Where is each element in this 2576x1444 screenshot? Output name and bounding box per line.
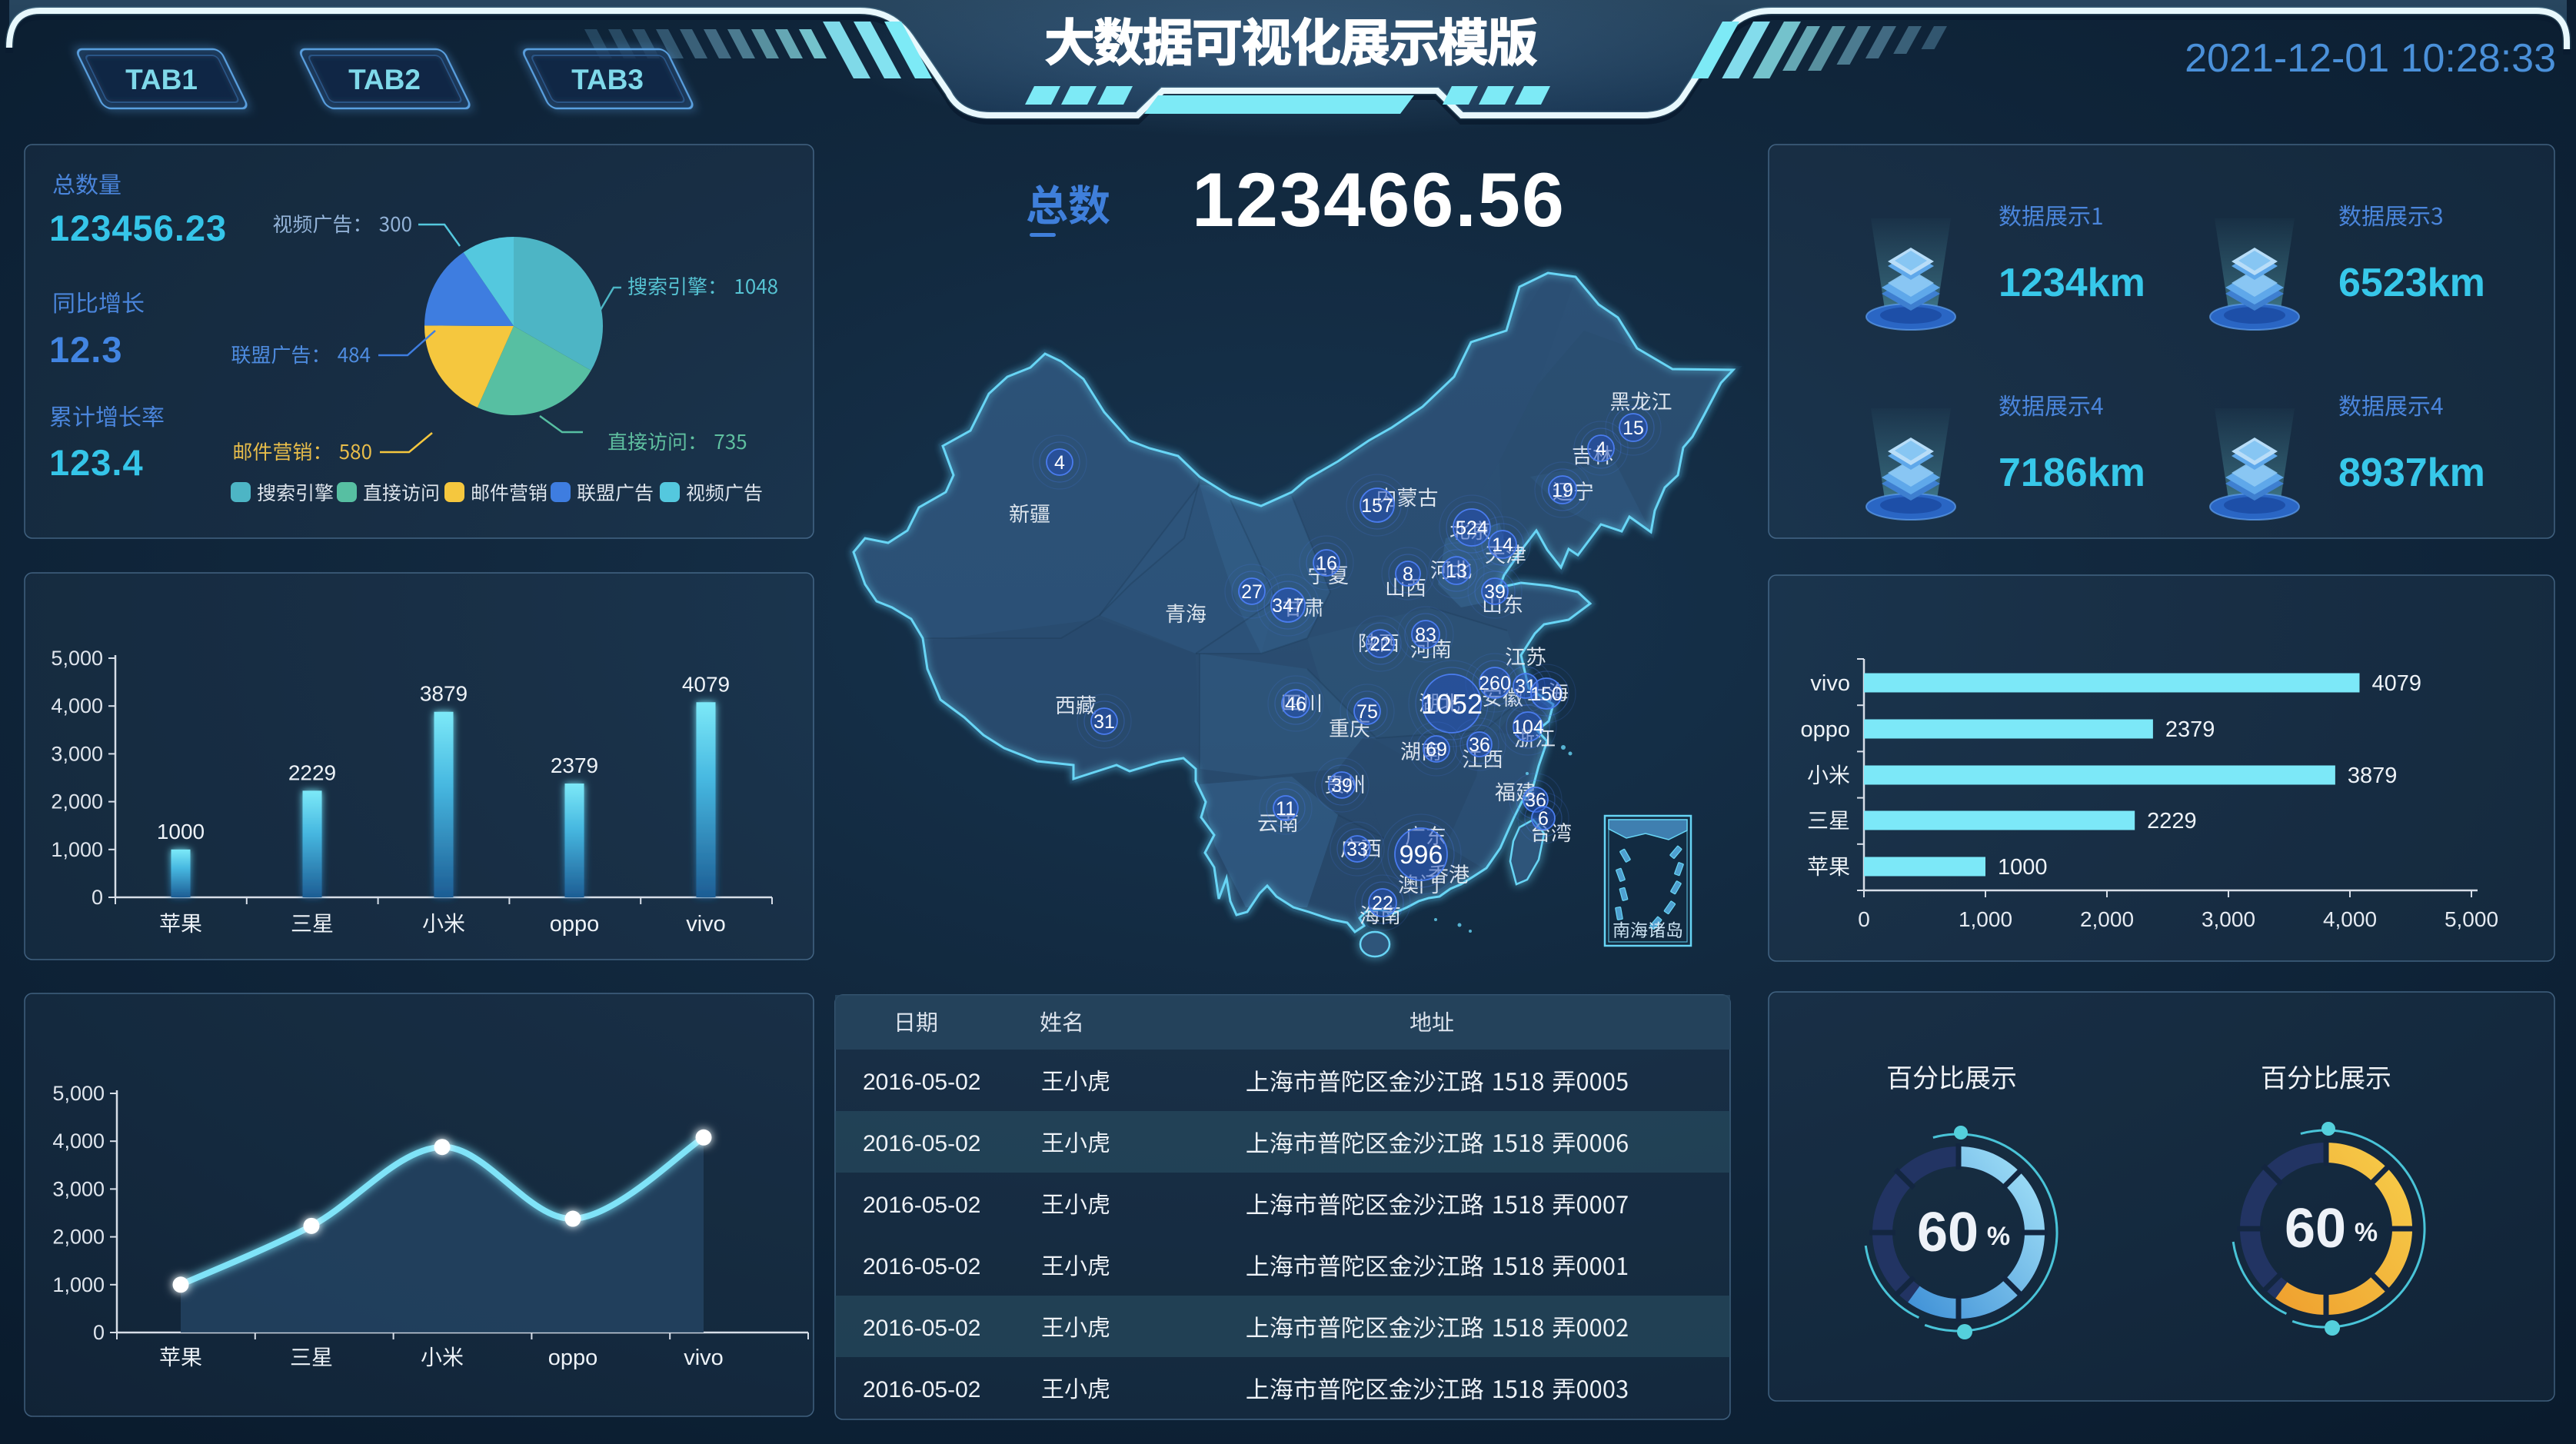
svg-text:31: 31: [1093, 711, 1115, 733]
svg-text:60: 60: [2285, 1198, 2346, 1259]
svg-text:vivo: vivo: [686, 912, 726, 937]
svg-text:2379: 2379: [2165, 717, 2215, 742]
svg-text:150: 150: [1530, 684, 1563, 705]
svg-text:6523km: 6523km: [2338, 261, 2485, 305]
svg-text:0: 0: [93, 1321, 105, 1344]
svg-text:1234km: 1234km: [1999, 261, 2145, 305]
svg-text:524: 524: [1456, 517, 1488, 539]
svg-text:260: 260: [1479, 673, 1511, 694]
svg-text:4079: 4079: [2371, 671, 2421, 696]
svg-text:6: 6: [1538, 808, 1549, 830]
svg-text:1052: 1052: [1421, 688, 1483, 720]
svg-text:oppo: oppo: [548, 1346, 598, 1370]
svg-text:36: 36: [1469, 734, 1490, 756]
svg-text:16: 16: [1316, 553, 1337, 574]
svg-text:22: 22: [1372, 893, 1393, 914]
svg-text:5,000: 5,000: [51, 647, 103, 670]
svg-text:2229: 2229: [2147, 809, 2197, 833]
svg-text:13: 13: [1446, 561, 1467, 582]
svg-text:4,000: 4,000: [2323, 907, 2377, 931]
svg-text:1000: 1000: [1998, 855, 2048, 880]
svg-text:39: 39: [1331, 775, 1353, 797]
svg-text:TAB2: TAB2: [348, 64, 421, 95]
svg-text:2,000: 2,000: [2080, 907, 2134, 931]
svg-text:3879: 3879: [420, 682, 468, 706]
svg-text:2016-05-02: 2016-05-02: [863, 1193, 980, 1218]
svg-text:2016-05-02: 2016-05-02: [863, 1131, 980, 1156]
svg-text:75: 75: [1356, 701, 1378, 723]
svg-text:TAB1: TAB1: [125, 64, 198, 95]
svg-text:83: 83: [1415, 624, 1436, 646]
svg-text:2,000: 2,000: [51, 790, 103, 813]
svg-text:2379: 2379: [551, 754, 598, 777]
svg-text:4,000: 4,000: [51, 694, 103, 717]
svg-text:123466.56: 123466.56: [1192, 157, 1566, 242]
svg-text:2016-05-02: 2016-05-02: [863, 1254, 980, 1279]
svg-text:33: 33: [1346, 839, 1368, 860]
svg-text:3,000: 3,000: [52, 1177, 105, 1200]
svg-text:0: 0: [92, 886, 103, 909]
svg-text:8937km: 8937km: [2338, 451, 2485, 495]
svg-text:1000: 1000: [157, 820, 205, 843]
svg-text:22: 22: [1370, 634, 1391, 655]
svg-text:157: 157: [1361, 495, 1393, 517]
svg-text:%: %: [2355, 1218, 2378, 1247]
svg-text:2,000: 2,000: [52, 1226, 105, 1249]
svg-text:14: 14: [1492, 534, 1513, 556]
svg-text:2021-12-01 10:28:33: 2021-12-01 10:28:33: [2185, 36, 2556, 81]
svg-text:4,000: 4,000: [52, 1130, 105, 1153]
svg-text:oppo: oppo: [1800, 717, 1850, 742]
svg-text:5,000: 5,000: [52, 1082, 105, 1105]
svg-text:oppo: oppo: [550, 912, 600, 937]
svg-text:3879: 3879: [2348, 764, 2398, 788]
svg-text:4079: 4079: [682, 672, 730, 696]
svg-text:1,000: 1,000: [51, 838, 103, 861]
svg-text:2016-05-02: 2016-05-02: [863, 1377, 980, 1402]
svg-text:2016-05-02: 2016-05-02: [863, 1070, 980, 1095]
svg-text:TAB3: TAB3: [571, 64, 644, 95]
svg-text:2016-05-02: 2016-05-02: [863, 1316, 980, 1341]
svg-text:19: 19: [1552, 480, 1573, 501]
svg-text:1,000: 1,000: [1959, 907, 2012, 931]
svg-text:3,000: 3,000: [2202, 907, 2255, 931]
svg-text:39: 39: [1484, 581, 1506, 603]
svg-text:5,000: 5,000: [2445, 907, 2498, 931]
svg-text:69: 69: [1426, 739, 1447, 760]
svg-text:0: 0: [1858, 907, 1870, 931]
svg-text:27: 27: [1241, 581, 1263, 603]
svg-text:2229: 2229: [288, 760, 336, 784]
svg-text:104: 104: [1512, 717, 1544, 738]
svg-text:vivo: vivo: [1810, 671, 1850, 696]
svg-text:7186km: 7186km: [1999, 451, 2145, 495]
svg-text:12.3: 12.3: [49, 329, 122, 370]
svg-text:123456.23: 123456.23: [49, 208, 227, 248]
svg-text:11: 11: [1276, 798, 1296, 820]
svg-text:vivo: vivo: [684, 1346, 724, 1370]
svg-text:15: 15: [1622, 418, 1644, 439]
svg-text:4: 4: [1054, 452, 1065, 474]
svg-text:3,000: 3,000: [51, 742, 103, 765]
svg-text:1,000: 1,000: [52, 1273, 105, 1296]
svg-text:123.4: 123.4: [49, 442, 144, 483]
svg-text:8: 8: [1403, 564, 1413, 585]
svg-text:46: 46: [1285, 694, 1306, 715]
svg-text:996: 996: [1399, 840, 1443, 870]
svg-text:60: 60: [1917, 1202, 1979, 1263]
svg-text:%: %: [1987, 1222, 2010, 1251]
svg-text:4: 4: [1596, 438, 1606, 460]
svg-text:347: 347: [1272, 595, 1304, 617]
